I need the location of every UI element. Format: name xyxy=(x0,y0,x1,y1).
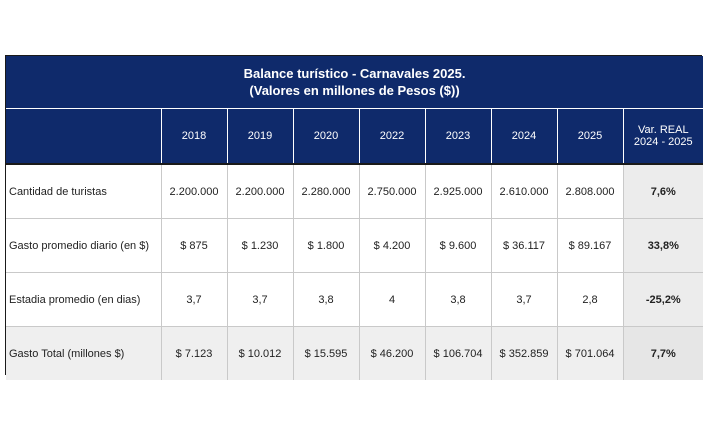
header-row: 2018 2019 2020 2022 2023 2024 2025 Var. … xyxy=(6,108,704,164)
row-label: Estadia promedio (en dias) xyxy=(6,272,162,327)
table-cell: 3,8 xyxy=(425,272,492,327)
table-cell: $ 89.167 xyxy=(557,218,624,273)
row-label: Gasto Total (millones $) xyxy=(6,326,162,380)
table-cell: 3,8 xyxy=(293,272,360,327)
table-cell: $ 1.230 xyxy=(227,218,294,273)
table-cell: $ 36.117 xyxy=(491,218,558,273)
table-cell: $ 46.200 xyxy=(359,326,426,380)
header-cell-2023: 2023 xyxy=(425,108,492,164)
table-row: Estadia promedio (en dias) 3,7 3,7 3,8 4… xyxy=(6,272,704,327)
table-cell: 2.925.000 xyxy=(425,164,492,219)
table-cell: $ 701.064 xyxy=(557,326,624,380)
table-cell: $ 875 xyxy=(161,218,228,273)
table-cell: $ 10.012 xyxy=(227,326,294,380)
table-title-cell: Balance turístico - Carnavales 2025. (Va… xyxy=(6,56,704,109)
header-cell-2018: 2018 xyxy=(161,108,228,164)
row-label: Gasto promedio diario (en $) xyxy=(6,218,162,273)
header-cell-2024: 2024 xyxy=(491,108,558,164)
table-cell: 2.280.000 xyxy=(293,164,360,219)
header-cell-2019: 2019 xyxy=(227,108,294,164)
table-cell: $ 7.123 xyxy=(161,326,228,380)
table-cell: $ 4.200 xyxy=(359,218,426,273)
table-cell: 2.200.000 xyxy=(227,164,294,219)
table-cell: 2.610.000 xyxy=(491,164,558,219)
table-row: Cantidad de turistas 2.200.000 2.200.000… xyxy=(6,164,704,219)
tourism-balance-table: Balance turístico - Carnavales 2025. (Va… xyxy=(6,56,704,380)
header-cell-2025: 2025 xyxy=(557,108,624,164)
table-title: Balance turístico - Carnavales 2025. xyxy=(243,66,466,81)
var-cell: 7,6% xyxy=(623,164,704,219)
header-cell-empty xyxy=(6,108,162,164)
table-subtitle: (Valores en millones de Pesos ($)) xyxy=(249,83,460,98)
row-label: Cantidad de turistas xyxy=(6,164,162,219)
table-cell: 3,7 xyxy=(227,272,294,327)
table-row: Gasto Total (millones $) $ 7.123 $ 10.01… xyxy=(6,326,704,380)
table-cell: 2.808.000 xyxy=(557,164,624,219)
table-cell: 2.750.000 xyxy=(359,164,426,219)
var-cell: 7,7% xyxy=(623,326,704,380)
table-cell: $ 106.704 xyxy=(425,326,492,380)
header-cell-2022: 2022 xyxy=(359,108,426,164)
header-cell-var-real: Var. REAL 2024 - 2025 xyxy=(623,108,704,164)
var-cell: 33,8% xyxy=(623,218,704,273)
tourism-balance-table-container: Balance turístico - Carnavales 2025. (Va… xyxy=(5,55,704,380)
var-header-line1: Var. REAL xyxy=(638,124,689,136)
table-row: Gasto promedio diario (en $) $ 875 $ 1.2… xyxy=(6,218,704,273)
table-cell: 2.200.000 xyxy=(161,164,228,219)
table-cell: 2,8 xyxy=(557,272,624,327)
table-cell: $ 352.859 xyxy=(491,326,558,380)
var-header-line2: 2024 - 2025 xyxy=(633,136,693,148)
header-cell-2020: 2020 xyxy=(293,108,360,164)
table-cell: $ 15.595 xyxy=(293,326,360,380)
table-cell: 4 xyxy=(359,272,426,327)
table-cell: 3,7 xyxy=(161,272,228,327)
table-cell: 3,7 xyxy=(491,272,558,327)
var-cell: -25,2% xyxy=(623,272,704,327)
table-cell: $ 1.800 xyxy=(293,218,360,273)
title-row: Balance turístico - Carnavales 2025. (Va… xyxy=(6,56,704,109)
table-cell: $ 9.600 xyxy=(425,218,492,273)
